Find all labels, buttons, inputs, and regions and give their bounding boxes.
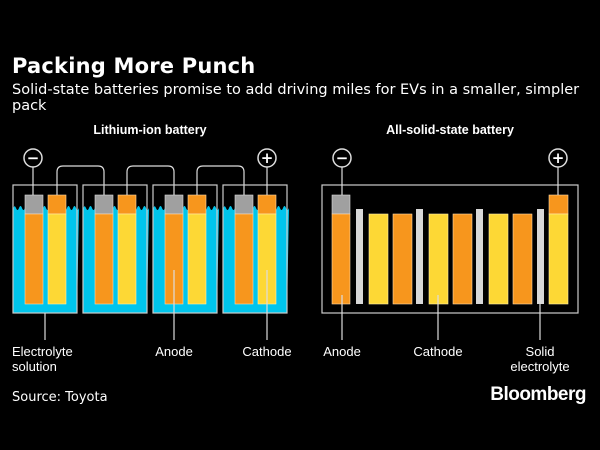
electrolyte-label-line1: Electrolyte	[12, 344, 73, 359]
source-note: Source: Toyota	[12, 390, 108, 405]
plus-icon	[548, 148, 568, 168]
connector-wire	[196, 165, 245, 195]
anode	[94, 213, 114, 305]
ss-electrolyte-label-line2: electrolyte	[510, 359, 569, 374]
left-positive-terminal: +	[257, 148, 277, 195]
plus-sign: +	[552, 149, 565, 167]
cathode	[428, 213, 449, 305]
connector-wire	[126, 165, 175, 195]
lithium-ion-heading: Lithium-ion battery	[93, 123, 206, 137]
solid-electrolyte	[416, 209, 423, 304]
electrolyte-solution	[13, 206, 79, 313]
cell-casing	[152, 184, 218, 314]
minus-sign: −	[27, 149, 40, 167]
cathode-cap	[47, 194, 67, 215]
solid-state-heading: All-solid-state battery	[386, 123, 514, 137]
anode-cap	[234, 194, 254, 215]
cathode	[187, 213, 207, 305]
solid-electrolyte	[356, 209, 363, 304]
left-negative-terminal: −	[23, 148, 43, 195]
solid-electrolyte	[537, 209, 544, 304]
anode-cap	[331, 194, 351, 215]
plus-icon	[257, 148, 277, 168]
anode	[512, 213, 533, 305]
cathode	[548, 213, 569, 305]
ss-cathode-label: Cathode	[413, 344, 462, 359]
connector-wire	[56, 165, 105, 195]
ss-anode-label: Anode	[323, 344, 361, 359]
cathode	[47, 213, 67, 305]
cell-casing	[222, 184, 288, 314]
bloomberg-logo: Bloomberg	[490, 384, 586, 405]
plus-sign: +	[261, 149, 274, 167]
lithium-ion-battery	[12, 165, 289, 314]
cathode-cap	[117, 194, 137, 215]
cathode	[488, 213, 509, 305]
chart-title: Packing More Punch	[12, 54, 256, 78]
anode-cap	[24, 194, 44, 215]
anode	[452, 213, 473, 305]
solid-electrolyte	[476, 209, 483, 304]
right-negative-terminal: −	[332, 148, 352, 195]
electrolyte-solution	[153, 206, 219, 313]
right-positive-terminal: +	[548, 148, 568, 195]
anode-cap	[164, 194, 184, 215]
anode	[234, 213, 254, 305]
minus-sign: −	[336, 149, 349, 167]
minus-icon	[23, 148, 43, 168]
cathode-label: Cathode	[242, 344, 291, 359]
ss-electrolyte-label-line1: Solid	[526, 344, 555, 359]
anode-cap	[94, 194, 114, 215]
cell-casing	[82, 184, 148, 314]
anode	[331, 213, 351, 305]
cathode-cap	[548, 194, 569, 215]
electrolyte-solution	[83, 206, 149, 313]
anode	[24, 213, 44, 305]
anode-label: Anode	[155, 344, 193, 359]
cell-casing	[321, 184, 579, 314]
cathode	[117, 213, 137, 305]
electrolyte-label-line2: solution	[12, 359, 57, 374]
solid-state-battery	[321, 184, 579, 314]
cathode-cap	[257, 194, 277, 215]
cathode-cap	[187, 194, 207, 215]
cathode	[368, 213, 389, 305]
minus-icon	[332, 148, 352, 168]
anode	[392, 213, 413, 305]
chart-subtitle: Solid-state batteries promise to add dri…	[12, 82, 580, 114]
electrolyte-solution	[223, 206, 289, 313]
